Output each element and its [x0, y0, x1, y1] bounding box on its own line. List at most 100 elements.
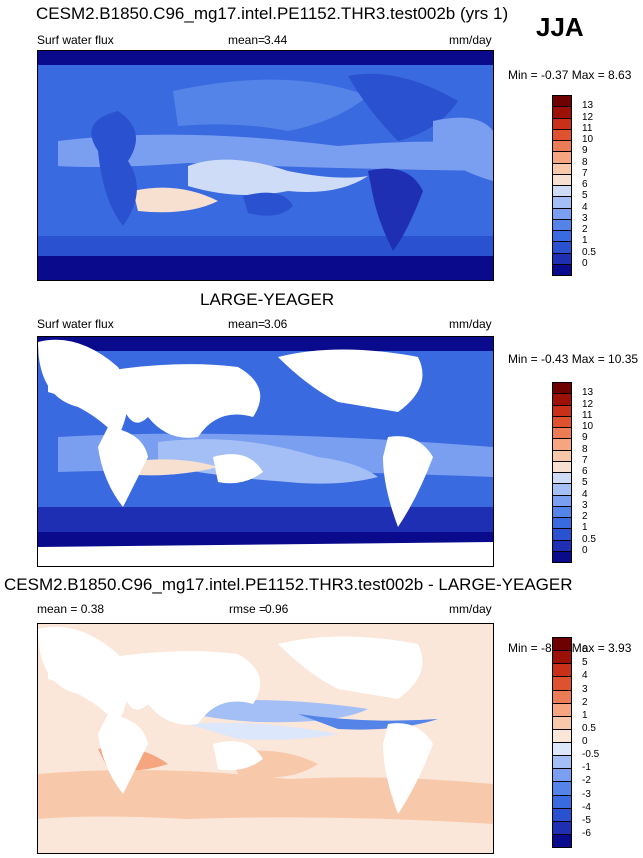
panel2-map-svg — [38, 337, 493, 566]
colorbar-segment — [552, 755, 572, 770]
panel1-mean-label: mean= — [228, 33, 266, 47]
colorbar-segment — [552, 702, 572, 717]
colorbar-tick-label: -1 — [582, 762, 591, 774]
colorbar-segment — [552, 833, 572, 848]
colorbar-segment — [552, 207, 572, 220]
colorbar-segment — [552, 106, 572, 119]
panel1-field: Surf water flux — [37, 33, 114, 47]
colorbar-segment — [552, 460, 572, 473]
colorbar-tick-label: 6 — [582, 466, 588, 477]
colorbar-tick-label: 3 — [582, 683, 588, 695]
panel1-title: CESM2.B1850.C96_mg17.intel.PE1152.THR3.t… — [36, 4, 509, 23]
colorbar-segment — [552, 263, 572, 276]
colorbar-tick-label: 2 — [582, 511, 588, 522]
panel3-rmse-label: rmse = — [229, 602, 267, 616]
colorbar-tick-label: 12 — [582, 398, 594, 410]
colorbar-segment — [552, 539, 572, 552]
panel3-map-svg — [38, 624, 493, 853]
colorbar-tick-label: 6 — [582, 179, 588, 190]
colorbar-segment — [552, 427, 572, 440]
panel1-colorbar — [552, 95, 572, 276]
colorbar-segment — [552, 196, 572, 209]
colorbar-segment — [552, 768, 572, 783]
colorbar-segment — [552, 404, 572, 417]
colorbar-tick-label: 7 — [582, 454, 588, 466]
colorbar-segment — [552, 494, 572, 507]
colorbar-tick-label: 13 — [582, 387, 594, 399]
colorbar-tick-label: 0 — [582, 736, 588, 747]
colorbar-segment — [552, 415, 572, 428]
colorbar-tick-label: 1 — [582, 709, 588, 721]
panel2-title: LARGE-YEAGER — [200, 290, 335, 309]
colorbar-segment — [552, 807, 572, 822]
colorbar-tick-label: 11 — [582, 122, 593, 134]
colorbar-segment — [552, 505, 572, 518]
panel2-minmax: Min = -0.43 Max = 10.35 — [508, 352, 639, 366]
colorbar-tick-label: -2 — [582, 775, 591, 787]
colorbar-tick-label: 3 — [582, 499, 588, 511]
colorbar-tick-label: 5 — [582, 190, 588, 202]
colorbar-segment — [552, 550, 572, 563]
colorbar-tick-label: 0.5 — [582, 533, 596, 545]
colorbar-tick-label: 9 — [582, 145, 588, 157]
colorbar-segment — [552, 820, 572, 835]
colorbar-segment — [552, 637, 572, 652]
panel3-map — [37, 623, 494, 854]
colorbar-tick-label: 1 — [582, 522, 588, 534]
colorbar-tick-label: 10 — [582, 134, 594, 145]
colorbar-tick-label: 7 — [582, 167, 588, 179]
panel2-units: mm/day — [449, 317, 492, 331]
colorbar-segment — [552, 794, 572, 809]
colorbar-segment — [552, 162, 572, 175]
colorbar-tick-label: 10 — [582, 421, 594, 432]
colorbar-segment — [552, 689, 572, 704]
colorbar-tick-label: 4 — [582, 201, 588, 213]
colorbar-segment — [552, 218, 572, 231]
colorbar-segment — [552, 715, 572, 730]
colorbar-tick-label: 0 — [582, 544, 588, 556]
colorbar-tick-label: 2 — [582, 224, 588, 235]
panel3-units: mm/day — [449, 602, 492, 616]
colorbar-segment — [552, 393, 572, 406]
colorbar-tick-label: -5 — [582, 814, 591, 826]
colorbar-tick-label: 4 — [582, 670, 588, 682]
panel3-colorbar — [552, 637, 572, 848]
panel2-field: Surf water flux — [37, 317, 114, 331]
colorbar-segment — [552, 95, 572, 108]
colorbar-segment — [552, 483, 572, 496]
colorbar-tick-label: 13 — [582, 100, 594, 112]
colorbar-tick-label: 0.5 — [582, 246, 596, 258]
colorbar-segment — [552, 230, 572, 243]
colorbar-tick-label: 12 — [582, 111, 594, 123]
panel3-mean: mean = 0.38 — [37, 602, 105, 616]
colorbar-segment — [552, 128, 572, 141]
colorbar-segment — [552, 517, 572, 530]
colorbar-tick-label: -4 — [582, 801, 591, 813]
colorbar-tick-label: 8 — [582, 443, 588, 455]
colorbar-segment — [552, 151, 572, 164]
season-label: JJA — [536, 12, 584, 42]
colorbar-tick-label: 3 — [582, 212, 588, 224]
colorbar-segment — [552, 728, 572, 743]
panel2-map — [37, 336, 494, 567]
colorbar-tick-label: 5 — [582, 477, 588, 489]
colorbar-segment — [552, 742, 572, 757]
colorbar-segment — [552, 438, 572, 451]
colorbar-segment — [552, 382, 572, 395]
colorbar-tick-label: 1 — [582, 235, 588, 247]
colorbar-tick-label: 2 — [582, 696, 588, 708]
panel3-title: CESM2.B1850.C96_mg17.intel.PE1152.THR3.t… — [4, 575, 573, 594]
colorbar-segment — [552, 528, 572, 541]
colorbar-segment — [552, 663, 572, 678]
colorbar-segment — [552, 449, 572, 462]
colorbar-segment — [552, 676, 572, 691]
panel1-units: mm/day — [449, 33, 492, 47]
panel1-map-svg — [38, 51, 493, 280]
colorbar-segment — [552, 252, 572, 265]
colorbar-tick-label: 11 — [582, 409, 593, 421]
colorbar-tick-label: 4 — [582, 488, 588, 500]
colorbar-segment — [552, 173, 572, 186]
colorbar-segment — [552, 140, 572, 153]
panel2-mean-value: 3.06 — [264, 317, 288, 331]
colorbar-tick-label: 8 — [582, 156, 588, 168]
